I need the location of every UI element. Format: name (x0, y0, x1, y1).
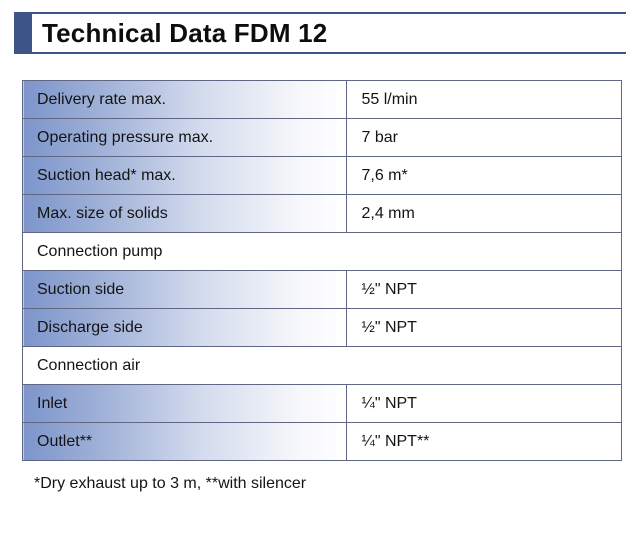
table-row: Connection air (23, 347, 622, 385)
table-row: Delivery rate max.55 l/min (23, 81, 622, 119)
spec-label: Suction side (23, 271, 347, 309)
section-header: Connection pump (23, 233, 622, 271)
spec-value: ½" NPT (347, 271, 622, 309)
page-title: Technical Data FDM 12 (42, 18, 327, 49)
spec-label: Discharge side (23, 309, 347, 347)
title-inner: Technical Data FDM 12 (32, 14, 626, 52)
spec-label: Outlet** (23, 423, 347, 461)
spec-value: 55 l/min (347, 81, 622, 119)
table-row: Connection pump (23, 233, 622, 271)
table-row: Inlet¼" NPT (23, 385, 622, 423)
page: Technical Data FDM 12 Delivery rate max.… (0, 0, 640, 547)
spec-value: 2,4 mm (347, 195, 622, 233)
spec-value: ¼" NPT (347, 385, 622, 423)
spec-label: Suction head* max. (23, 157, 347, 195)
spec-label: Inlet (23, 385, 347, 423)
table-row: Suction side½" NPT (23, 271, 622, 309)
spec-value: 7 bar (347, 119, 622, 157)
section-header: Connection air (23, 347, 622, 385)
spec-label: Max. size of solids (23, 195, 347, 233)
spec-value: 7,6 m* (347, 157, 622, 195)
table-row: Suction head* max.7,6 m* (23, 157, 622, 195)
spec-value: ½" NPT (347, 309, 622, 347)
title-bar: Technical Data FDM 12 (14, 12, 626, 54)
table-row: Discharge side½" NPT (23, 309, 622, 347)
spec-label: Delivery rate max. (23, 81, 347, 119)
spec-value: ¼" NPT** (347, 423, 622, 461)
table-row: Operating pressure max.7 bar (23, 119, 622, 157)
table-row: Max. size of solids2,4 mm (23, 195, 622, 233)
spec-label: Operating pressure max. (23, 119, 347, 157)
spec-table: Delivery rate max.55 l/minOperating pres… (22, 80, 622, 461)
table-row: Outlet**¼" NPT** (23, 423, 622, 461)
footnote: *Dry exhaust up to 3 m, **with silencer (34, 475, 626, 493)
